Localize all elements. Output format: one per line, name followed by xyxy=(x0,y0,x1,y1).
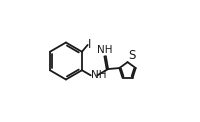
Text: NH: NH xyxy=(91,70,106,80)
Text: S: S xyxy=(127,49,135,62)
Text: NH: NH xyxy=(97,45,112,55)
Text: I: I xyxy=(88,38,91,51)
